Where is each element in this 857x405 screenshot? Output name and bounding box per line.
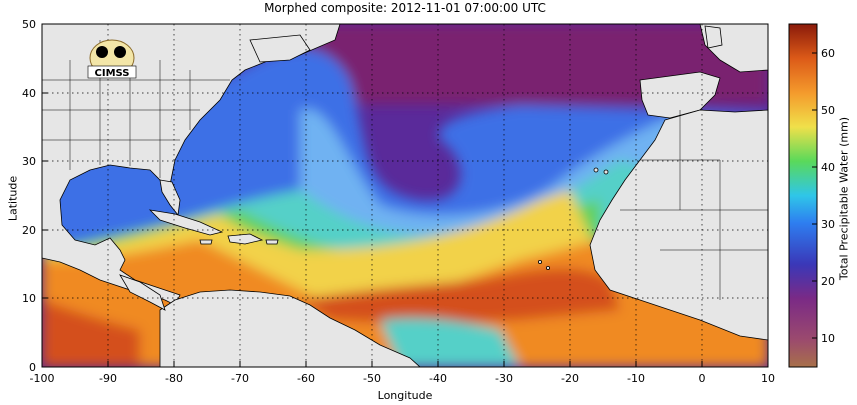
- puerto-rico: [265, 239, 279, 245]
- africa: [589, 109, 768, 341]
- south-america: [159, 289, 421, 367]
- graticule: [42, 24, 768, 367]
- y-axis-label-overlay: Latitude: [6, 175, 20, 222]
- tpw-field: CIMSS: [42, 24, 768, 367]
- x-tick-label: -10: [627, 372, 645, 385]
- x-tick-label: -90: [99, 372, 117, 385]
- x-tick-label: 10: [761, 372, 775, 385]
- x-tick-label: -50: [363, 372, 381, 385]
- colorbar-tick-label: 30: [821, 218, 835, 231]
- y-tick-labels: 0 10 20 30 40 50: [22, 18, 36, 374]
- dark-orange-band: [300, 268, 620, 325]
- x-tick-label: -60: [297, 372, 315, 385]
- moisture-bands: [42, 24, 768, 367]
- x-tick-label: -80: [165, 372, 183, 385]
- x-tick-label: -30: [495, 372, 513, 385]
- tick-marks: [41, 23, 769, 368]
- british-isles: [704, 25, 723, 49]
- central-america: [119, 274, 166, 311]
- colorbar-label-overlay: Total Precipitable Water (mm): [837, 116, 851, 281]
- colorbar-ramp: [788, 23, 818, 368]
- y-tick-label: 30: [22, 155, 36, 168]
- x-axis-label-overlay: Longitude: [377, 389, 433, 402]
- x-tick-labels: -100 -90 -80 -70 -60 -50 -40 -30 -20 -10…: [30, 372, 775, 385]
- x-tick-label: -70: [231, 372, 249, 385]
- y-tick-label: 50: [22, 18, 36, 31]
- cimss-logo: CIMSS: [87, 39, 137, 79]
- x-tick-label: -20: [561, 372, 579, 385]
- plot-frame: [41, 23, 769, 368]
- jamaica: [199, 239, 213, 245]
- x-tick-label: -40: [429, 372, 447, 385]
- pacific-dark-orange: [42, 300, 140, 367]
- canada-maritimes: [249, 34, 311, 63]
- x-tick-label: -100: [30, 372, 55, 385]
- political-borders: [42, 40, 768, 300]
- x-tick-label: 0: [699, 372, 706, 385]
- colorbar-tick-label: 20: [821, 275, 835, 288]
- colorbar: 10 20 30 40 50 60: [788, 23, 835, 368]
- hispaniola: [227, 233, 264, 245]
- logo-text: CIMSS: [95, 68, 130, 79]
- y-tick-label: 40: [22, 87, 36, 100]
- colorbar-tick-label: 10: [821, 332, 835, 345]
- colorbar-tick-label: 50: [821, 104, 835, 117]
- light-blue-band: [300, 108, 700, 250]
- figure-title-overlay: Morphed composite: 2012-11-01 07:00:00 U…: [264, 1, 546, 15]
- y-tick-label: 10: [22, 292, 36, 305]
- equatorial-cyan: [380, 318, 520, 367]
- colorbar-tick-label: 40: [821, 161, 835, 174]
- y-tick-label: 0: [29, 361, 36, 374]
- y-tick-label: 20: [22, 224, 36, 237]
- land-masses: [42, 24, 768, 367]
- cuba: [148, 209, 224, 236]
- colorbar-tick-label: 60: [821, 47, 835, 60]
